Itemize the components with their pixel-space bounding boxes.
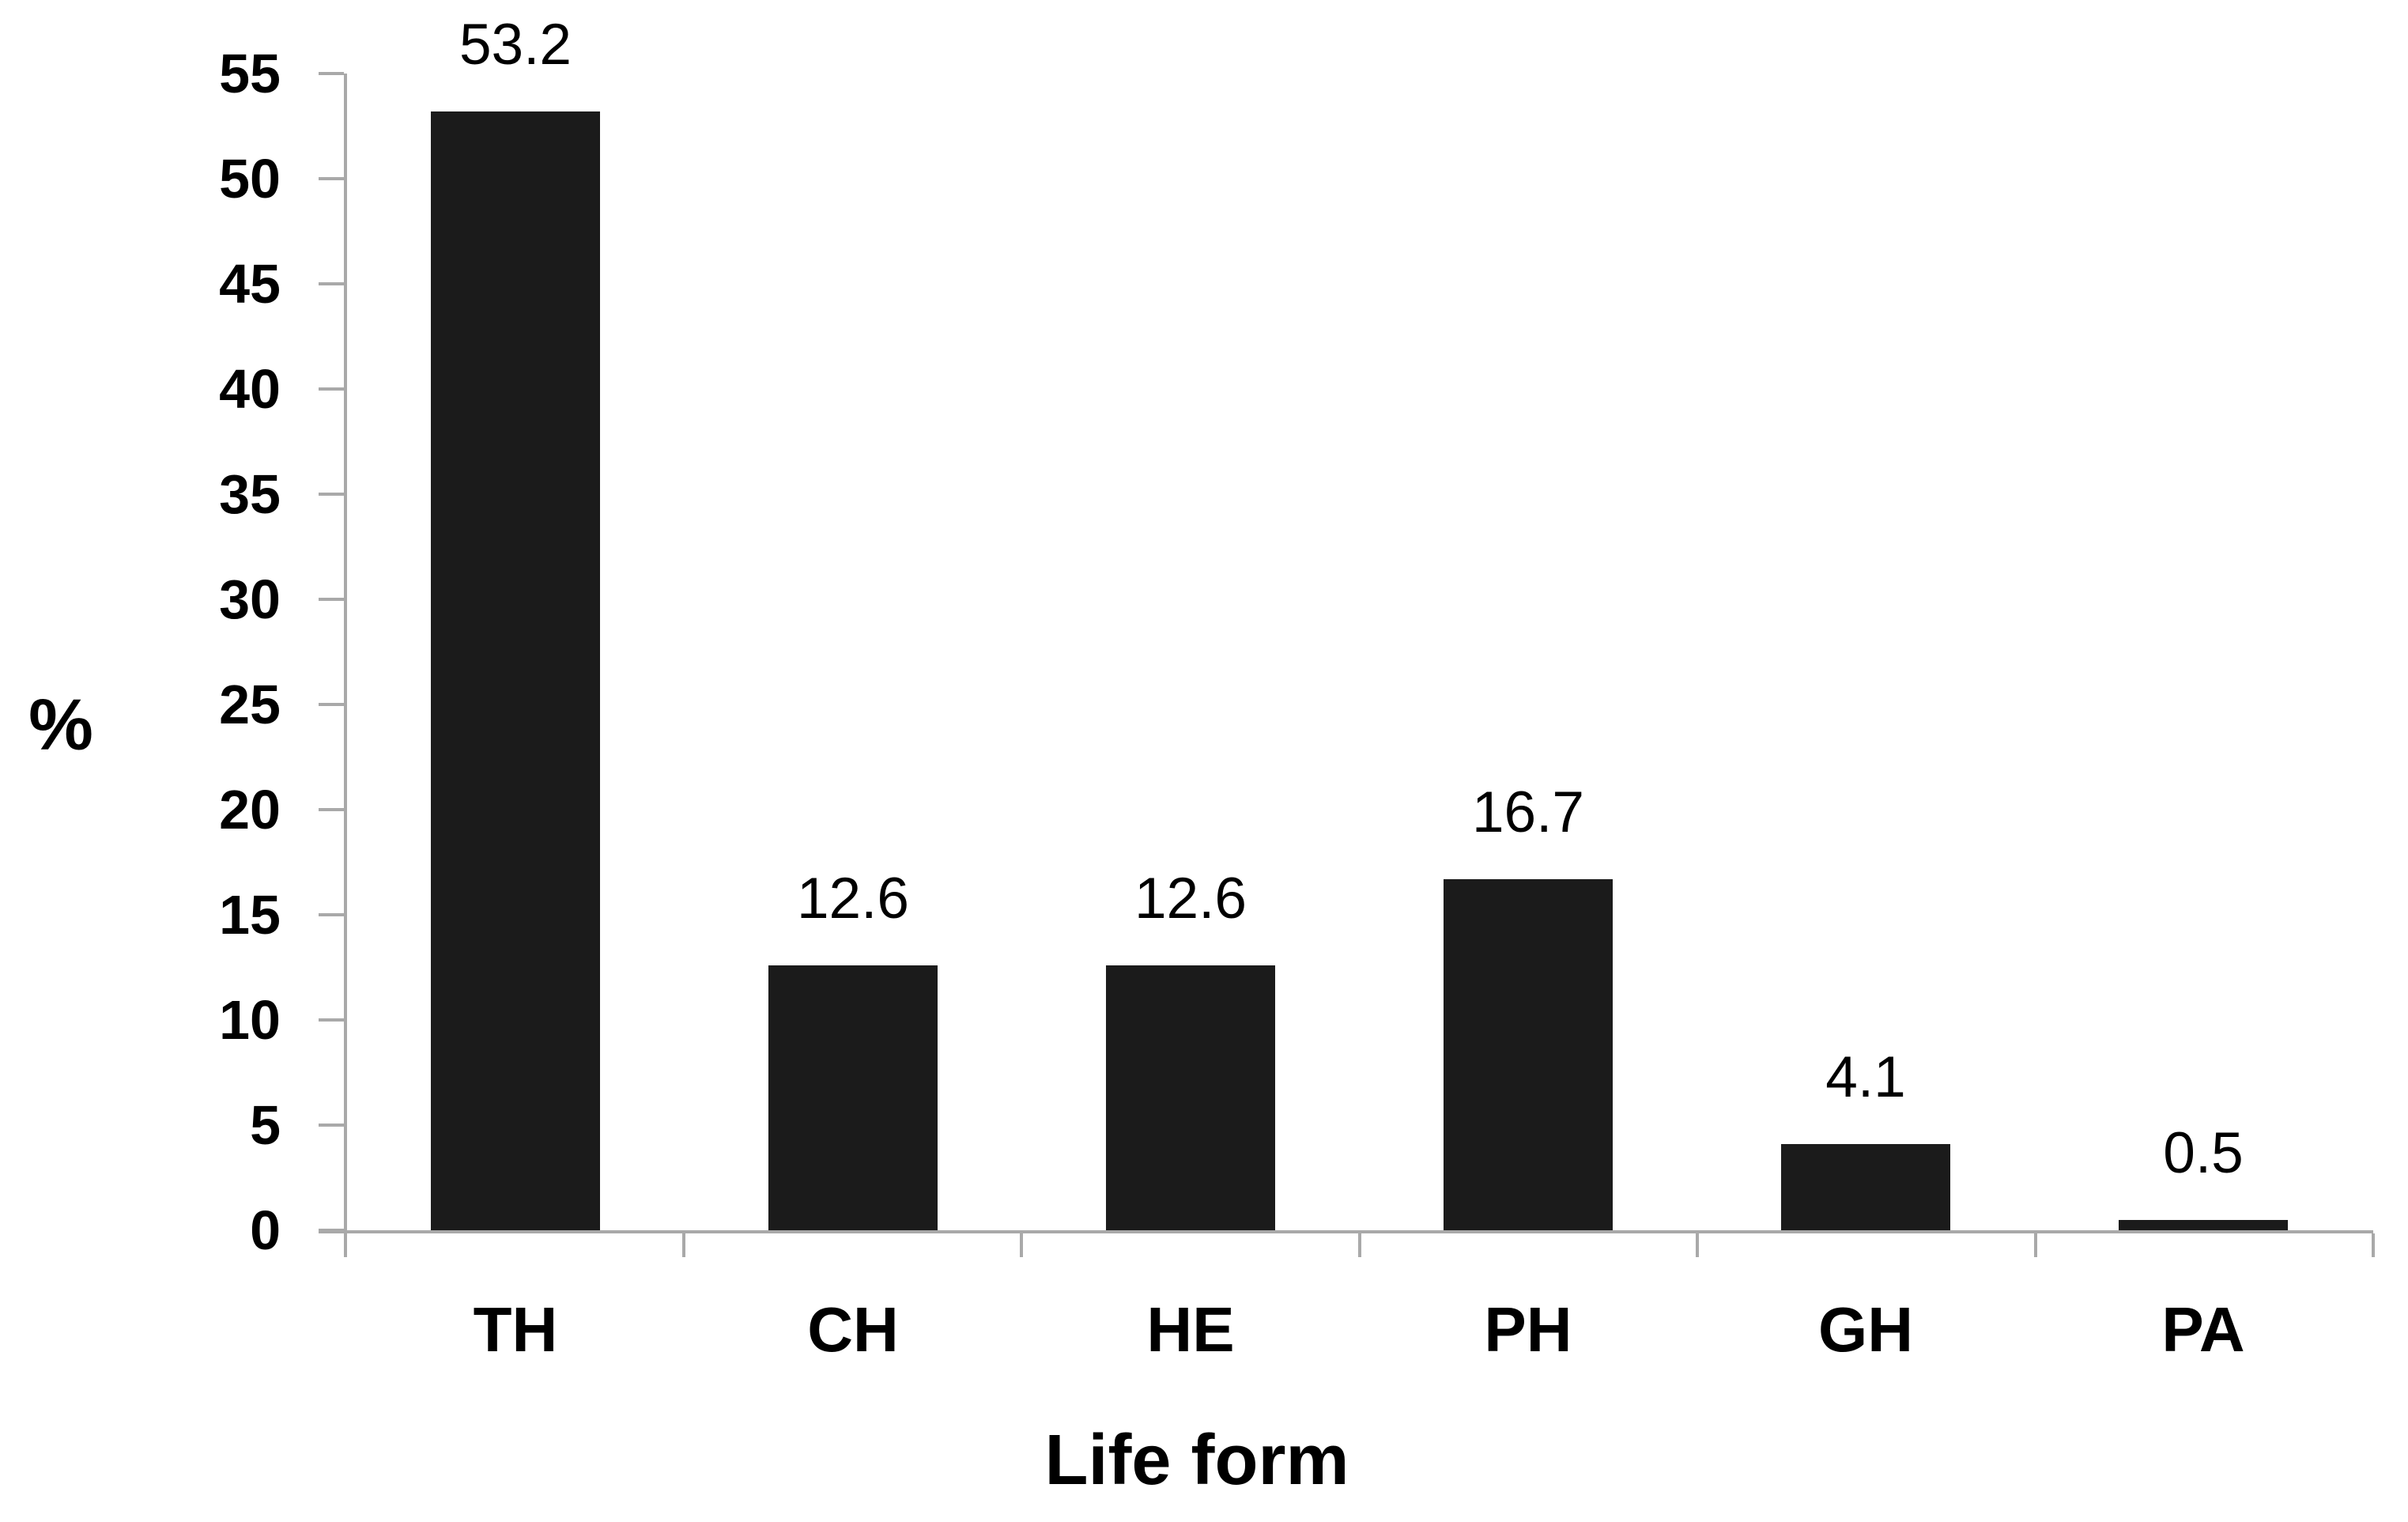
x-axis-title: Life form	[1044, 1421, 1349, 1500]
y-tick-mark	[319, 177, 344, 180]
y-tick-label: 30	[219, 568, 281, 630]
bar-ch	[768, 965, 938, 1230]
y-tick-mark	[319, 387, 344, 391]
x-tick-mark	[2372, 1233, 2375, 1257]
y-tick-mark	[319, 913, 344, 916]
y-tick-mark	[319, 282, 344, 285]
x-category-label-ch: CH	[807, 1294, 899, 1365]
y-axis-line	[344, 74, 347, 1257]
bar-value-label: 12.6	[1134, 867, 1247, 931]
y-tick-mark	[319, 1124, 344, 1127]
y-tick-label: 35	[219, 463, 281, 525]
y-tick-label: 0	[250, 1199, 281, 1261]
x-category-label-ph: PH	[1484, 1294, 1572, 1365]
x-tick-mark	[344, 1233, 347, 1257]
x-category-label-he: HE	[1146, 1294, 1235, 1365]
x-tick-mark	[681, 1233, 685, 1257]
y-tick-mark	[319, 598, 344, 601]
bar-value-label: 12.6	[796, 867, 910, 931]
bar-he	[1106, 965, 1275, 1230]
y-tick-mark	[319, 1229, 344, 1232]
y-tick-label: 40	[219, 358, 281, 420]
y-tick-label: 25	[219, 674, 281, 735]
y-tick-mark	[319, 808, 344, 811]
y-tick-mark	[319, 1018, 344, 1022]
bar-ph	[1444, 879, 1613, 1230]
y-tick-label: 20	[219, 779, 281, 840]
x-tick-mark	[1020, 1233, 1023, 1257]
x-axis-line	[319, 1230, 2373, 1233]
y-tick-mark	[319, 703, 344, 706]
x-category-label-th: TH	[473, 1294, 558, 1365]
y-tick-label: 50	[219, 148, 281, 210]
x-category-label-gh: GH	[1818, 1294, 1913, 1365]
y-tick-mark	[319, 72, 344, 75]
x-tick-mark	[1696, 1233, 1699, 1257]
bar-pa	[2119, 1220, 2288, 1230]
bar-value-label: 16.7	[1471, 780, 1585, 844]
y-tick-label: 15	[219, 884, 281, 946]
bar-value-label: 4.1	[1825, 1045, 1906, 1109]
x-category-label-pa: PA	[2161, 1294, 2245, 1365]
bar-gh	[1781, 1144, 1950, 1230]
bar-value-label: 53.2	[459, 13, 572, 77]
y-tick-label: 55	[219, 43, 281, 104]
y-tick-label: 5	[250, 1094, 281, 1156]
y-tick-label: 10	[219, 989, 281, 1051]
y-tick-label: 45	[219, 253, 281, 315]
x-tick-mark	[2033, 1233, 2037, 1257]
bar-value-label: 0.5	[2163, 1121, 2244, 1185]
bar-th	[431, 111, 600, 1230]
y-tick-mark	[319, 493, 344, 496]
x-tick-mark	[1357, 1233, 1361, 1257]
y-axis-title: %	[28, 685, 93, 765]
